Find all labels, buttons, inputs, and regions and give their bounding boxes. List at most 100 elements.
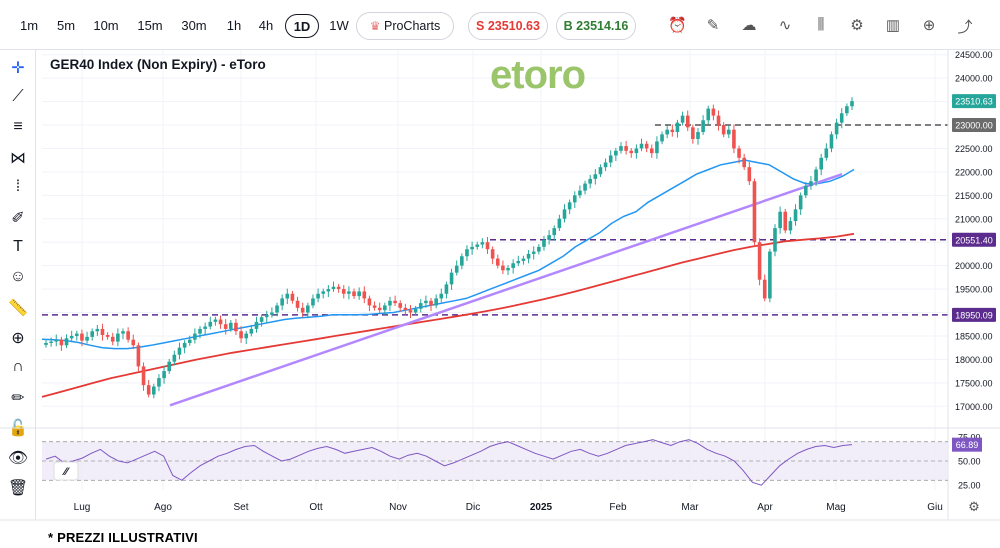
emoji-icon[interactable]: ☺ — [9, 268, 27, 285]
candle-body — [839, 113, 844, 123]
y-tick-label: 22500.00 — [955, 144, 993, 154]
timeframe-30m[interactable]: 30m — [181, 18, 207, 33]
candle-body — [198, 328, 202, 334]
candle-body — [306, 305, 310, 313]
bars-icon[interactable]: ▥ — [885, 17, 901, 34]
trash-icon[interactable]: 🗑 — [7, 480, 29, 497]
candle-body — [357, 291, 361, 297]
candle-body — [480, 242, 485, 245]
candle-body — [783, 211, 788, 231]
buy-button[interactable]: B 23514.16 — [556, 12, 636, 40]
candle-body — [547, 235, 551, 240]
lock-draw-icon[interactable]: ✏ — [11, 390, 25, 407]
settings-icon[interactable]: ⚙ — [850, 17, 864, 34]
timeframe-4h[interactable]: 4h — [258, 18, 274, 33]
timeframe-1W[interactable]: 1W — [329, 18, 349, 33]
candle-body — [398, 303, 403, 308]
candle-body — [542, 239, 546, 247]
x-tick-label: Nov — [389, 502, 407, 513]
add-icon[interactable]: ⊕ — [922, 17, 936, 34]
candle-body — [675, 122, 680, 133]
candle-body — [691, 127, 695, 140]
candle-body — [773, 228, 777, 252]
candle-body — [572, 195, 577, 203]
candle-body — [393, 300, 397, 304]
crosshair-icon[interactable]: ✛ — [11, 60, 25, 77]
candle-body — [490, 249, 495, 259]
timeframe-1h[interactable]: 1h — [226, 18, 242, 33]
timeframe-5m[interactable]: 5m — [56, 18, 76, 33]
cloud-icon[interactable]: ☁ — [741, 17, 757, 34]
candle-body — [742, 157, 746, 168]
zoom-icon[interactable]: ⊕ — [11, 330, 25, 347]
trendline — [169, 173, 843, 407]
candle-body — [341, 289, 346, 294]
timeframe-1m[interactable]: 1m — [19, 18, 39, 33]
procharts-button[interactable]: ♛ ProCharts — [356, 12, 454, 40]
y-tick-label: 20000.00 — [955, 261, 993, 271]
candle-body — [131, 339, 136, 346]
timeframe-1D[interactable]: 1D — [285, 14, 319, 38]
ruler-icon[interactable]: 📏 — [8, 300, 28, 317]
candles-icon[interactable]: ⫼ — [817, 16, 825, 33]
candle-body — [377, 307, 382, 311]
candle-body — [557, 218, 562, 229]
brush-icon[interactable]: ✐ — [11, 210, 25, 227]
pattern-icon[interactable]: ⋈ — [10, 150, 26, 167]
candle-body — [146, 385, 151, 395]
projection-icon[interactable]: ⁞ — [15, 178, 21, 195]
resistance-price-tag: 23000.00 — [955, 121, 993, 131]
candle-body — [644, 143, 649, 149]
rsi-tick-label: 50.00 — [958, 457, 981, 467]
sell-button[interactable]: S 23510.63 — [468, 12, 548, 40]
candle-body — [670, 129, 675, 133]
x-tick-label: Feb — [609, 502, 627, 513]
price-axis: 17000.0017500.0018000.0018500.0019000.00… — [947, 50, 996, 520]
x-tick-label: Set — [233, 502, 248, 513]
candle-body — [95, 328, 100, 332]
rsi-value-tag: 66.89 — [956, 440, 979, 450]
text-icon[interactable]: T — [13, 238, 23, 255]
tv-logo-icon — [53, 461, 79, 481]
candle-body — [526, 253, 531, 259]
share-icon[interactable]: ⤴ — [957, 19, 973, 36]
candle-body — [85, 336, 89, 341]
fib-icon[interactable]: ≡ — [13, 118, 23, 135]
candle-body — [383, 305, 387, 311]
buy-label: B 23514.16 — [563, 19, 629, 33]
candle-body — [721, 125, 726, 135]
magnet-icon[interactable]: ∩ — [12, 358, 24, 375]
candle-body — [624, 146, 628, 151]
candle-body — [347, 291, 351, 294]
eye-icon[interactable]: 👁 — [7, 450, 29, 467]
alert-icon[interactable]: ⏰ — [668, 17, 687, 34]
draw-icon[interactable]: ✎ — [706, 17, 720, 34]
candle-body — [295, 300, 300, 308]
candle-body — [44, 342, 48, 345]
candle-body — [418, 303, 423, 309]
candle-body — [126, 331, 130, 340]
crown-icon: ♛ — [369, 19, 381, 33]
candle-body — [531, 251, 536, 254]
candle-body — [803, 185, 808, 196]
timeframe-10m[interactable]: 10m — [93, 18, 119, 33]
candle-body — [429, 300, 433, 306]
x-tick-label: Dic — [466, 502, 480, 513]
candle-body — [824, 148, 829, 158]
candle-body — [706, 108, 711, 121]
candle-body — [223, 324, 228, 329]
line-icon[interactable]: ∿ — [778, 17, 792, 34]
x-tick-label: Ott — [309, 502, 323, 513]
footnote: * PREZZI ILLUSTRATIVI — [48, 530, 198, 545]
horizontal-levels — [42, 124, 948, 316]
candle-body — [167, 361, 172, 372]
candle-body — [757, 242, 762, 280]
candle-body — [285, 293, 290, 299]
trendline-icon[interactable]: ⟋ — [12, 88, 24, 105]
candle-body — [290, 293, 295, 301]
candle-body — [116, 333, 120, 342]
candle-body — [193, 333, 197, 340]
timeframe-15m[interactable]: 15m — [137, 18, 163, 33]
last-price-tag: 23510.63 — [955, 97, 993, 107]
